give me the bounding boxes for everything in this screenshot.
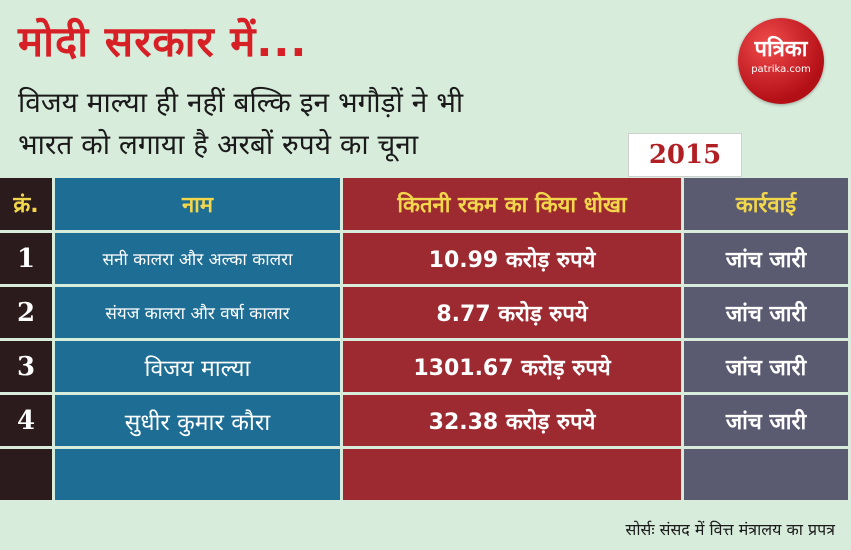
header-serial: क्रं. — [0, 178, 55, 233]
header-name: नाम — [53, 178, 343, 233]
header-amount: कितनी रकम का किया धोखा — [341, 178, 684, 233]
subtitle: विजय माल्या ही नहीं बल्कि इन भगौड़ों ने … — [18, 82, 628, 166]
headline: मोदी सरकार में... — [18, 17, 308, 66]
table-header-row: क्रं. नाम कितनी रकम का किया धोखा कार्रवा… — [0, 178, 848, 233]
empty-cell — [682, 447, 848, 503]
empty-cell — [53, 447, 343, 503]
row-amount: 10.99 करोड़ रुपये — [341, 231, 684, 287]
row-name: संयज कालरा और वर्षा कालार — [53, 285, 343, 341]
row-action: जांच जारी — [682, 231, 848, 287]
row-action: जांच जारी — [682, 285, 848, 341]
row-serial: 1 — [0, 231, 55, 287]
subtitle-line-1: विजय माल्या ही नहीं बल्कि इन भगौड़ों ने … — [18, 86, 464, 119]
row-serial: 3 — [0, 339, 55, 395]
row-amount: 32.38 करोड़ रुपये — [341, 393, 684, 449]
row-name: सुधीर कुमार कौरा — [53, 393, 343, 449]
logo-name: पत्रिका — [754, 37, 808, 62]
subtitle-line-2: भारत को लगाया है अरबों रुपये का चूना — [18, 128, 419, 161]
table-row: 1 सनी कालरा और अल्का कालरा 10.99 करोड़ र… — [0, 231, 848, 287]
row-amount: 1301.67 करोड़ रुपये — [341, 339, 684, 395]
table-row-empty — [0, 447, 848, 503]
row-serial: 2 — [0, 285, 55, 341]
empty-cell — [341, 447, 684, 503]
row-action: जांच जारी — [682, 339, 848, 395]
logo-site: patrika.com — [751, 64, 811, 75]
fraud-table: क्रं. नाम कितनी रकम का किया धोखा कार्रवा… — [0, 178, 848, 503]
header-action: कार्रवाई — [682, 178, 848, 233]
empty-cell — [0, 447, 55, 503]
row-name: विजय माल्या — [53, 339, 343, 395]
table-row: 3 विजय माल्या 1301.67 करोड़ रुपये जांच ज… — [0, 339, 848, 395]
row-name: सनी कालरा और अल्का कालरा — [53, 231, 343, 287]
source-note: सोर्सः संसद में वित्त मंत्रालय का प्रपत्… — [625, 520, 835, 539]
row-action: जांच जारी — [682, 393, 848, 449]
table-row: 2 संयज कालरा और वर्षा कालार 8.77 करोड़ र… — [0, 285, 848, 341]
year-badge: 2015 — [628, 133, 742, 177]
patrika-logo: पत्रिका patrika.com — [738, 18, 824, 104]
table-row: 4 सुधीर कुमार कौरा 32.38 करोड़ रुपये जां… — [0, 393, 848, 449]
row-serial: 4 — [0, 393, 55, 449]
row-amount: 8.77 करोड़ रुपये — [341, 285, 684, 341]
